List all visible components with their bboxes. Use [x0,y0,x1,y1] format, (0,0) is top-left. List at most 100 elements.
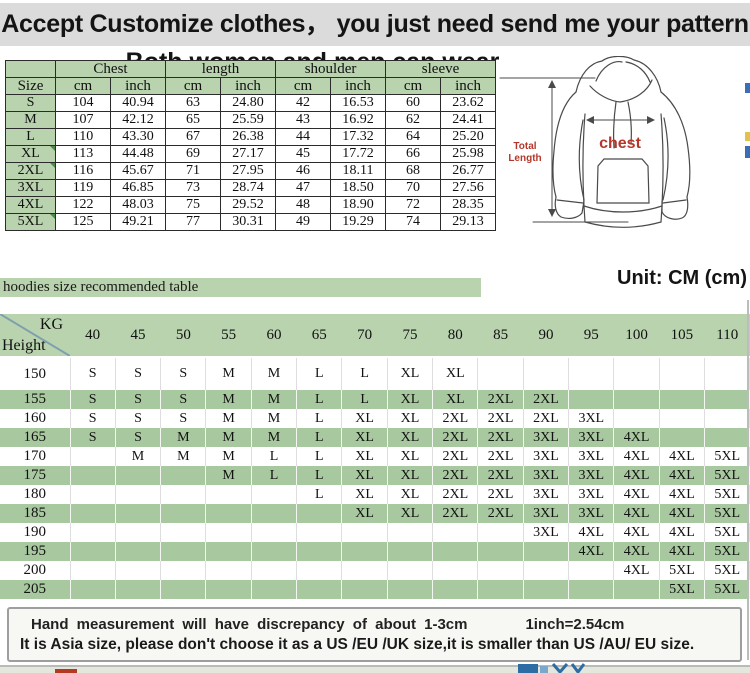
height-value-cell: 175 [0,466,71,485]
recommend-size-cell [251,561,298,580]
size-spec-row: S 104 40.94 63 24.80 42 16.53 60 23.62 [5,94,497,112]
height-value-cell: 165 [0,428,71,447]
recommend-size-cell: L [296,485,343,504]
size-value-cell: 47 [275,179,332,197]
size-value-cell: 40.94 [109,94,167,112]
height-value-cell: 205 [0,580,71,599]
recommend-size-cell [613,390,660,409]
recommend-size-cell: XL [341,466,388,485]
col-group-shoulder: shoulder [275,60,387,78]
recommend-size-cell: 3XL [523,447,570,466]
recommend-size-cell: M [205,409,252,428]
size-value-cell: 27.95 [220,162,277,180]
recommend-size-cell: M [251,357,298,390]
size-value-cell: 48 [275,196,332,214]
recommend-size-cell [477,580,524,599]
size-label-cell: L [5,128,56,146]
recommend-size-cell [523,561,570,580]
size-value-cell: 25.59 [220,111,277,129]
size-label-cell: S [5,94,56,112]
recommend-size-cell [205,580,252,599]
size-value-cell: 43 [275,111,332,129]
recommend-size-cell [70,542,116,561]
recommend-size-cell: S [70,428,116,447]
size-value-cell: 45 [275,145,332,163]
recommend-size-cell: XL [341,485,388,504]
recommend-size-cell: 2XL [432,428,479,447]
recommend-size-cell [704,357,750,390]
recommend-size-cell: 3XL [523,428,570,447]
recommend-row: 200 4XL 5XL 5XL [0,561,750,580]
recommend-size-cell [387,580,434,599]
recommend-size-cell: 5XL [704,580,750,599]
size-value-cell: 77 [165,213,222,231]
size-value-cell: 26.77 [440,162,497,180]
edge-artifact [745,132,750,141]
height-label: Height [2,337,46,354]
recommend-size-cell: S [115,390,162,409]
size-value-cell: 45.67 [109,162,167,180]
recommend-size-cell: S [70,357,116,390]
size-label-cell: 5XL [5,213,56,231]
height-value-cell: 185 [0,504,71,523]
size-value-cell: 29.52 [220,196,277,214]
size-spec-row: 3XL 119 46.85 73 28.74 47 18.50 70 27.56 [5,179,497,197]
recommend-size-cell: M [160,428,207,447]
recommend-size-cell: 2XL [523,390,570,409]
weight-header-cell: 110 [704,314,750,358]
size-label-cell: 4XL [5,196,56,214]
unit-inch-header: inch [220,77,277,95]
hoodie-measurement-diagram: Total Length chest [498,56,750,242]
recommend-size-cell [115,466,162,485]
size-value-cell: 122 [55,196,111,214]
recommend-size-cell: 4XL [659,447,706,466]
recommend-row: 160 S S S M M L XL XL 2XL 2XL 2XL 3XL [0,409,750,428]
recommend-size-cell [160,542,207,561]
recommend-size-cell: L [251,447,298,466]
size-value-cell: 46 [275,162,332,180]
recommend-size-cell [251,523,298,542]
recommend-size-cell: M [205,357,252,390]
unit-cm-header: cm [165,77,222,95]
size-header-cell: Size [5,77,56,95]
edge-artifact [540,666,548,673]
size-value-cell: 18.90 [330,196,387,214]
recommend-size-cell: 4XL [613,504,660,523]
weight-header-cell: 80 [432,314,478,358]
edge-artifact [55,669,77,673]
recommend-size-cell: 3XL [523,485,570,504]
recommend-size-cell: S [115,428,162,447]
size-spec-table: Chest length shoulder sleeve Size cm inc… [5,60,497,231]
recommend-size-cell: M [115,447,162,466]
weight-header-cell: 40 [70,314,116,358]
recommend-size-cell: 5XL [704,466,750,485]
recommend-size-cell [704,409,750,428]
recommend-size-cell [160,523,207,542]
recommend-size-cell: 3XL [568,428,615,447]
size-value-cell: 27.17 [220,145,277,163]
recommend-size-cell [568,561,615,580]
recommend-size-cell: 4XL [613,561,660,580]
recommend-size-cell [568,357,615,390]
recommend-size-cell [704,390,750,409]
size-value-cell: 48.03 [109,196,167,214]
recommend-size-cell [296,542,343,561]
recommend-size-cell: 5XL [704,504,750,523]
recommend-size-cell [613,580,660,599]
recommend-size-cell: M [251,390,298,409]
recommend-size-cell: 3XL [523,504,570,523]
recommend-size-cell [115,523,162,542]
edge-artifact [745,83,750,93]
recommend-size-cell: M [205,428,252,447]
recommend-size-cell: 5XL [704,485,750,504]
recommend-size-cell: L [296,428,343,447]
footer-note-inch-conversion: 1inch=2.54cm [525,616,625,633]
recommend-size-cell: L [296,390,343,409]
size-recommend-table: KG Height 40 45 50 55 60 65 70 75 80 85 90 95 100 105… [0,314,750,599]
recommend-size-cell: XL [387,390,434,409]
size-value-cell: 69 [165,145,222,163]
size-value-cell: 113 [55,145,111,163]
recommend-size-cell [251,504,298,523]
recommend-size-cell: M [205,466,252,485]
size-value-cell: 63 [165,94,222,112]
